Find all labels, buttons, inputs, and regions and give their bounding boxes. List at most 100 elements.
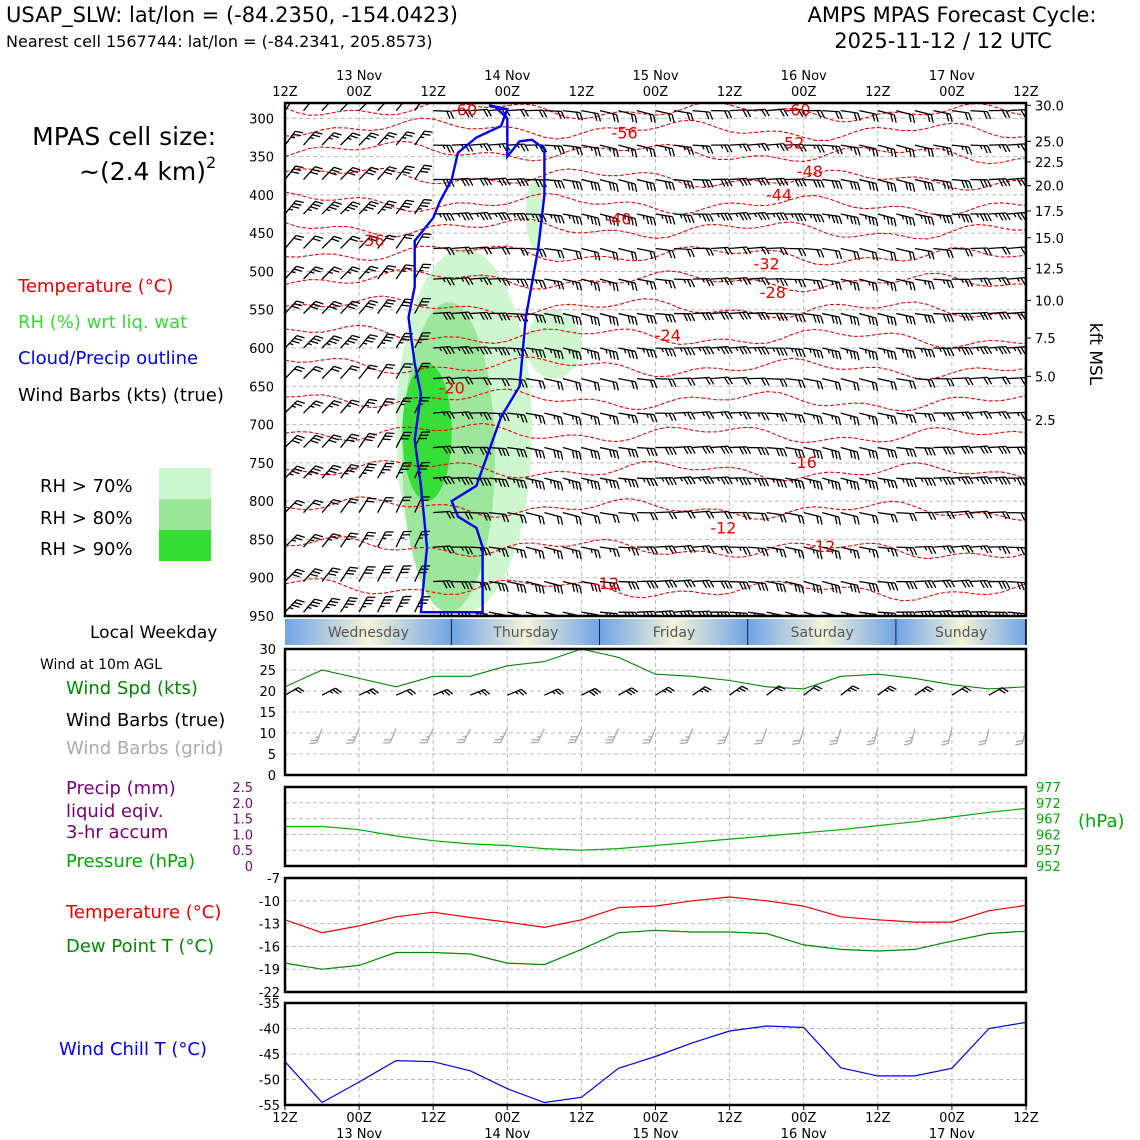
barb-staff: [859, 247, 876, 254]
wind-barb: [748, 108, 770, 117]
barb-flag: [924, 348, 929, 357]
barb-staff: [711, 311, 729, 315]
barb-flag: [330, 467, 339, 471]
wind-barb: [914, 312, 936, 324]
barb-staff: [914, 247, 932, 253]
wind-barb: [340, 166, 361, 181]
bottom-hour-label: 12Z: [1013, 1111, 1039, 1126]
barb-flag: [516, 348, 521, 357]
barb-flag: [590, 216, 594, 225]
barb-flag: [686, 446, 693, 455]
barb-flag: [727, 311, 733, 320]
barb-flag: [296, 265, 305, 270]
barb-flag: [1020, 178, 1026, 186]
barb-half-flag: [979, 145, 983, 150]
wind-barb: [933, 110, 953, 123]
barb-flag: [542, 315, 547, 324]
barb-flag: [575, 481, 579, 490]
barb-flag: [461, 178, 467, 187]
barb-staff: [507, 412, 525, 416]
barb-staff: [340, 597, 351, 613]
barb-flag: [794, 213, 800, 222]
barb-flag: [797, 379, 802, 388]
barb-flag: [1016, 581, 1022, 590]
weekday-name: Sunday: [935, 625, 987, 641]
barb-flag: [367, 367, 376, 371]
barb-staff: [877, 378, 895, 383]
barb-staff: [463, 728, 471, 743]
wind-barb: [451, 109, 474, 118]
barb-half-flag: [536, 736, 541, 738]
barb-flag: [964, 112, 969, 121]
barb-flag: [449, 111, 455, 119]
wind-barb: [914, 477, 937, 486]
barb-flag: [931, 315, 936, 324]
barb-flag: [986, 179, 992, 188]
barb-flag: [886, 479, 891, 488]
barb-flag: [383, 304, 392, 308]
barb-flag: [986, 145, 992, 154]
wind-barb: [673, 213, 695, 224]
barb-staff: [525, 580, 543, 587]
barb-staff: [544, 477, 562, 484]
barb-half-flag: [494, 347, 498, 352]
wind-barb: [303, 533, 324, 548]
wind-barb: [859, 144, 879, 157]
barb-half-flag: [753, 213, 758, 218]
wind-barb: [303, 200, 324, 215]
barb-half-flag: [679, 214, 683, 219]
bottom-hour-label: 12Z: [420, 1111, 446, 1126]
barb-staff: [896, 110, 914, 116]
wind-barb: [711, 311, 733, 320]
wind-barb: [340, 399, 360, 414]
barb-flag: [998, 446, 1004, 455]
barb-flag: [312, 437, 321, 442]
barb-staff: [414, 199, 425, 215]
barb-flag: [701, 446, 708, 454]
wind-barb: [822, 347, 842, 360]
barb-staff: [618, 378, 636, 383]
wind-barb: [581, 446, 601, 460]
barb-flag: [742, 212, 748, 221]
temperature-contour-label: -60: [784, 101, 810, 120]
barb-flag: [634, 612, 640, 616]
barb-staff: [488, 580, 506, 585]
wind-barb: [766, 412, 788, 422]
barb-flag: [464, 511, 470, 520]
barb-flag: [690, 412, 696, 420]
wind-barb: [377, 264, 397, 280]
barb-flag: [516, 479, 521, 488]
barb-half-flag: [942, 546, 946, 551]
temperature-contour: [285, 191, 1026, 217]
barb-flag: [347, 305, 356, 310]
barb-half-flag: [328, 137, 333, 140]
barb-staff: [835, 728, 842, 744]
wind-barb: [673, 510, 696, 519]
barb-flag: [820, 179, 825, 188]
barb-staff: [358, 398, 370, 414]
barb-staff: [1007, 177, 1025, 181]
wind-barb: [340, 464, 360, 479]
wind-barb: [303, 568, 323, 582]
barb-half-flag: [976, 477, 980, 482]
barb-staff: [748, 211, 766, 215]
barb-flag: [816, 249, 821, 258]
barb-staff: [951, 579, 969, 583]
barb-flag: [912, 183, 916, 192]
barb-flag: [310, 206, 319, 210]
barb-staff: [599, 580, 617, 585]
barb-half-flag: [846, 215, 849, 220]
top-hour-label: 00Z: [643, 85, 669, 100]
barb-half-flag: [920, 215, 923, 220]
barb-flag: [890, 316, 894, 325]
barb-flag: [486, 547, 492, 556]
barb-staff: [910, 728, 916, 744]
barb-flag: [853, 416, 857, 425]
wind-barb: [358, 200, 379, 215]
barb-half-flag: [307, 473, 312, 476]
barb-staff: [859, 546, 877, 551]
barb-flag: [483, 246, 489, 255]
barb-flag: [368, 432, 377, 436]
wind-barb: [655, 477, 677, 486]
barb-flag: [709, 179, 714, 188]
